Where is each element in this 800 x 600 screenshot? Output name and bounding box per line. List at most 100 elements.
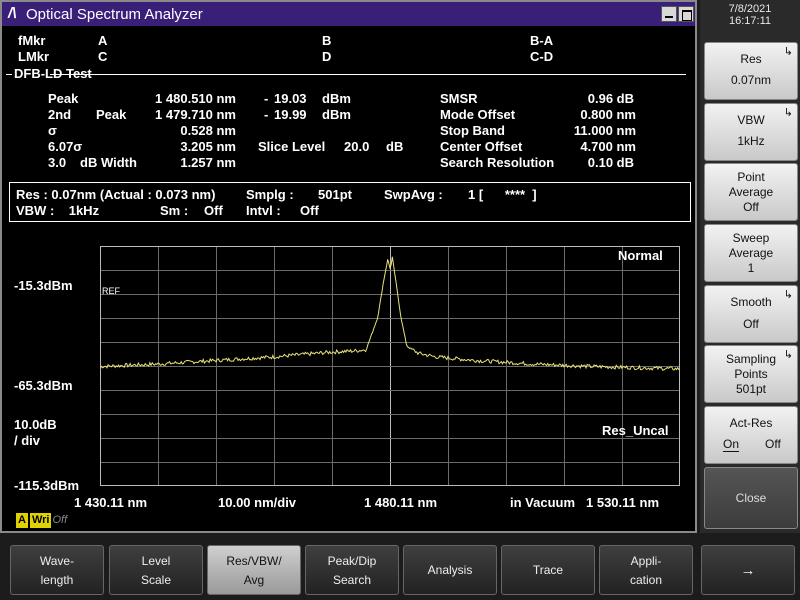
title-bar: /\ Optical Spectrum Analyzer	[2, 2, 695, 26]
y-axis-bottom: -115.3dBm	[14, 478, 80, 493]
marker-d: D	[322, 49, 332, 64]
peak-level-unit: dBm	[322, 91, 351, 106]
second-dash: -	[264, 107, 269, 122]
softkey-value: Off	[743, 200, 759, 214]
trace-mode: Normal	[618, 248, 663, 263]
mode-offset-label: Mode Offset	[440, 107, 516, 122]
act-res-softkey[interactable]: Act-Res On Off	[704, 406, 798, 464]
application-key[interactable]: Appli- cation	[599, 545, 693, 595]
spectrum-trace	[100, 256, 680, 371]
vbw-setting: VBW : 1kHz	[16, 203, 100, 218]
next-page-key[interactable]: →	[701, 545, 795, 595]
res-vbw-avg-key[interactable]: Res/VBW/ Avg	[207, 545, 301, 595]
vbw-softkey[interactable]: ↳ VBW 1kHz	[704, 103, 798, 161]
act-res-on-option[interactable]: On	[723, 437, 740, 452]
minimize-button[interactable]	[661, 6, 677, 22]
interval-label: Intvl :	[246, 203, 281, 218]
sigma-label: σ	[48, 123, 57, 138]
res-setting: Res : 0.07nm (Actual : 0.073 nm)	[16, 187, 216, 202]
key-label: Peak/Dip	[327, 554, 377, 568]
softkey-label-2: Points	[734, 367, 768, 381]
interval-value: Off	[300, 203, 319, 218]
analysis-key[interactable]: Analysis	[403, 545, 497, 595]
maximize-button[interactable]	[678, 6, 694, 22]
smooth-label: Sm :	[160, 203, 189, 218]
softkey-label: Res	[740, 52, 762, 66]
time: 16:17:11	[728, 15, 771, 27]
marker-b: B	[322, 33, 332, 48]
res-softkey[interactable]: ↳ Res 0.07nm	[704, 42, 798, 100]
level-scale-key[interactable]: Level Scale	[109, 545, 203, 595]
key-label-2: length	[40, 573, 74, 587]
res-uncal-indicator: Res_Uncal	[602, 423, 669, 438]
fmkr-label: fMkr	[18, 33, 46, 48]
softkey-value: 0.07nm	[730, 73, 772, 87]
softkey-value: 1	[747, 261, 755, 275]
date-time: 7/8/2021 16:17:11	[700, 3, 800, 27]
key-label: Appli-	[630, 554, 662, 568]
submenu-arrow-icon: ↳	[783, 289, 793, 301]
point-average-softkey[interactable]: Point Average Off	[704, 163, 798, 221]
window-title: Optical Spectrum Analyzer	[26, 6, 203, 23]
mode-offset-value: 0.800 nm	[580, 107, 636, 122]
x-axis-center: 1 480.11 nm	[364, 495, 437, 510]
marker-c: C	[98, 49, 108, 64]
stop-band-value: 11.000 nm	[573, 123, 636, 138]
center-offset-label: Center Offset	[440, 139, 523, 154]
six-sigma-label: 6.07σ	[48, 139, 83, 154]
smooth-value: Off	[204, 203, 223, 218]
smsr-value: 0.96 dB	[587, 91, 634, 106]
write-off: Off	[52, 514, 68, 526]
trace-key[interactable]: Trace	[501, 545, 595, 595]
sweep-average-softkey[interactable]: Sweep Average 1	[704, 224, 798, 282]
slice-level-unit: dB	[386, 139, 404, 154]
sigma-value: 0.528 nm	[180, 123, 236, 138]
search-resolution-label: Search Resolution	[440, 155, 555, 170]
x-axis-div: 10.00 nm/div	[218, 495, 297, 510]
sweep-average-label: SwpAvg :	[384, 187, 443, 202]
wavelength-key[interactable]: Wave- length	[10, 545, 104, 595]
second-level: 19.99	[274, 107, 307, 122]
divider	[50, 74, 686, 75]
sampling-label: Smplg :	[246, 187, 294, 202]
key-label-2: Avg	[243, 573, 265, 587]
search-resolution-value: 0.10 dB	[587, 155, 634, 170]
peak-dip-search-key[interactable]: Peak/Dip Search	[305, 545, 399, 595]
db-width-num: 3.0	[48, 155, 67, 170]
softkey-label: Sampling	[725, 352, 777, 366]
softkey-label-2: Average	[728, 246, 774, 260]
app-logo-icon: /\	[8, 5, 17, 22]
write-status: A Wri Off	[16, 513, 67, 528]
softkey-label: Sweep	[732, 231, 770, 245]
spectrum-plot[interactable]	[100, 246, 680, 486]
act-res-off-option[interactable]: Off	[765, 437, 781, 451]
key-label-2: Scale	[140, 573, 172, 587]
divider	[6, 74, 12, 75]
test-title: DFB-LD Test	[14, 66, 92, 81]
softkey-label: VBW	[737, 113, 765, 127]
close-softkey[interactable]: Close	[704, 467, 798, 529]
second-peak-label: Peak	[96, 107, 127, 122]
softkey-label: Smooth	[730, 295, 772, 309]
marker-b-a: B-A	[530, 33, 554, 48]
softkey-value: 501pt	[735, 382, 767, 396]
peak-dash: -	[264, 91, 269, 106]
submenu-arrow-icon: ↳	[783, 349, 793, 361]
x-axis-start: 1 430.11 nm	[74, 495, 147, 510]
db-width-label: dB Width	[80, 155, 137, 170]
settings-box	[9, 182, 691, 222]
sampling-value: 501pt	[318, 187, 352, 202]
sampling-points-softkey[interactable]: ↳ Sampling Points 501pt	[704, 345, 798, 403]
y-scale-unit: / div	[14, 433, 41, 448]
second-label: 2nd	[48, 107, 72, 122]
x-axis-stop: 1 530.11 nm	[586, 495, 659, 510]
slice-level-label: Slice Level	[258, 139, 326, 154]
arrow-right-icon: →	[740, 562, 756, 579]
key-label: Wave-	[39, 554, 75, 568]
key-label: Trace	[532, 563, 564, 577]
softkey-label: Point	[737, 170, 765, 184]
smooth-softkey[interactable]: ↳ Smooth Off	[704, 285, 798, 343]
slice-level-value: 20.0	[344, 139, 370, 154]
center-offset-value: 4.700 nm	[580, 139, 636, 154]
key-label: Res/VBW/	[226, 554, 282, 568]
